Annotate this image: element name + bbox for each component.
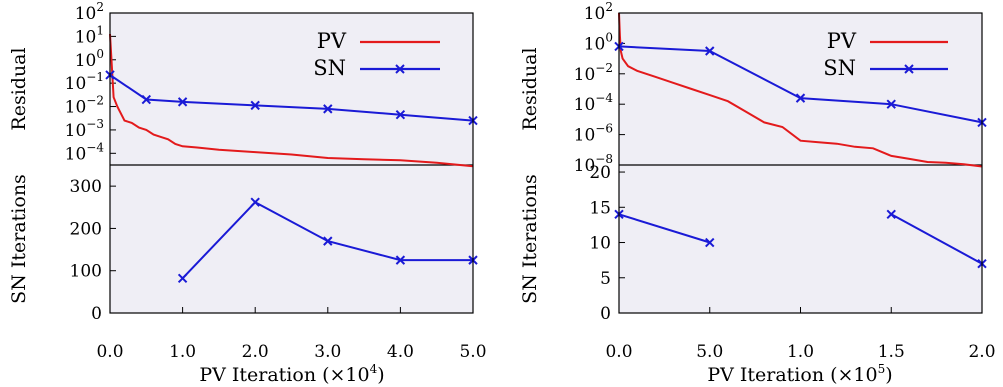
right-top-ylabel: Residual [519, 47, 541, 130]
data-point-sn [705, 46, 715, 56]
x-tick-label: 1.5 [878, 342, 905, 362]
data-point-sn [395, 110, 406, 120]
right-top-y-ticks: 102 100 10−2 10−4 10−6 10−8 [574, 0, 625, 176]
data-point-sn [250, 197, 260, 207]
x-tick-label: 5.0 [696, 342, 723, 362]
y-tick-label: 102 [75, 0, 104, 24]
right-legend: PV SN [823, 29, 948, 80]
data-point-sn [177, 273, 188, 284]
y-tick-label: 15 [589, 198, 611, 218]
data-point-sn [395, 255, 406, 265]
y-tick-label: 101 [75, 23, 104, 47]
data-point-sn [323, 236, 333, 246]
series-line-pv [618, 12, 983, 168]
x-tick-label: 0.0 [96, 342, 123, 362]
left-frame [109, 12, 474, 314]
right-top-panel [619, 13, 982, 165]
x-tick-label: 1.0 [169, 342, 196, 362]
series-line-sn [890, 213, 983, 265]
y-tick-label: 100 [584, 30, 613, 54]
x-tick-label: 5.0 [459, 342, 486, 362]
y-tick-label: 5 [600, 269, 611, 289]
data-point-sn [250, 100, 260, 111]
y-tick-label: 100 [70, 262, 102, 282]
legend-sn-label: SN [313, 56, 346, 80]
data-point-sn [886, 99, 896, 109]
left-top-ylabel: Residual [8, 47, 30, 130]
y-tick-label: 300 [70, 177, 102, 197]
series-line-pv [109, 33, 474, 168]
y-tick-label: 10 [589, 234, 611, 254]
right-bottom-panel [619, 165, 982, 313]
right-top-series [614, 12, 987, 168]
data-point-sn [141, 94, 152, 105]
x-tick-label: 2.0 [242, 342, 269, 362]
y-tick-label: 10−4 [574, 91, 614, 115]
x-tick-label: 2.0 [968, 342, 995, 362]
legend-sn-label: SN [823, 56, 856, 80]
data-point-sn [705, 237, 715, 248]
legend-sn-marker [395, 64, 405, 74]
right-frame [618, 12, 983, 314]
data-point-sn [177, 97, 188, 107]
x-tick-label: 0.0 [605, 342, 632, 362]
right-xlabel: PV Iteration (×105) [707, 362, 892, 386]
legend-pv-label: PV [827, 29, 857, 53]
legend-sn-marker [904, 64, 914, 74]
y-tick-label: 10−6 [574, 122, 613, 146]
left-top-panel [110, 13, 473, 165]
y-tick-label: 100 [75, 47, 104, 71]
right-bottom-y-ticks: 0 5 10 15 20 [589, 163, 625, 324]
y-tick-label: 20 [589, 163, 611, 183]
x-tick-label: 3.0 [314, 342, 341, 362]
left-bottom-series [177, 197, 478, 284]
data-point-sn [795, 93, 806, 103]
y-tick-label: 0 [91, 304, 102, 324]
right-bottom-ylabel: SN Iterations [519, 174, 541, 304]
y-tick-label: 10−2 [574, 61, 613, 85]
left-bottom-y-ticks: 0 100 200 300 [70, 177, 116, 324]
left-legend: PV SN [313, 29, 440, 80]
y-tick-label: 10−8 [574, 152, 613, 176]
y-tick-label: 10−3 [65, 117, 104, 141]
left-xlabel: PV Iteration (×104) [199, 362, 384, 386]
x-tick-label: 1.0 [787, 342, 814, 362]
y-tick-label: 200 [70, 219, 102, 239]
left-x-ticks: 0.0 1.0 2.0 3.0 4.0 5.0 [96, 307, 487, 362]
y-tick-label: 0 [600, 304, 611, 324]
left-bottom-ylabel: SN Iterations [8, 174, 30, 304]
y-tick-label: 10−4 [65, 140, 105, 164]
right-x-ticks: 0.0 5.0 1.0 1.5 2.0 [605, 307, 996, 362]
data-point-sn [886, 209, 896, 220]
y-tick-label: 102 [584, 0, 613, 24]
left-top-series [105, 33, 478, 168]
y-tick-label: 10−2 [65, 94, 104, 118]
data-point-sn [323, 104, 333, 114]
series-line-sn [618, 213, 711, 244]
x-tick-label: 4.0 [387, 342, 414, 362]
left-bottom-panel [110, 165, 473, 313]
legend-pv-label: PV [317, 29, 347, 53]
y-tick-label: 10−1 [65, 70, 104, 94]
right-chart: 102 100 10−2 10−4 10−6 10−8 0 5 10 15 20 0.0 5.0 1.… [519, 0, 996, 386]
